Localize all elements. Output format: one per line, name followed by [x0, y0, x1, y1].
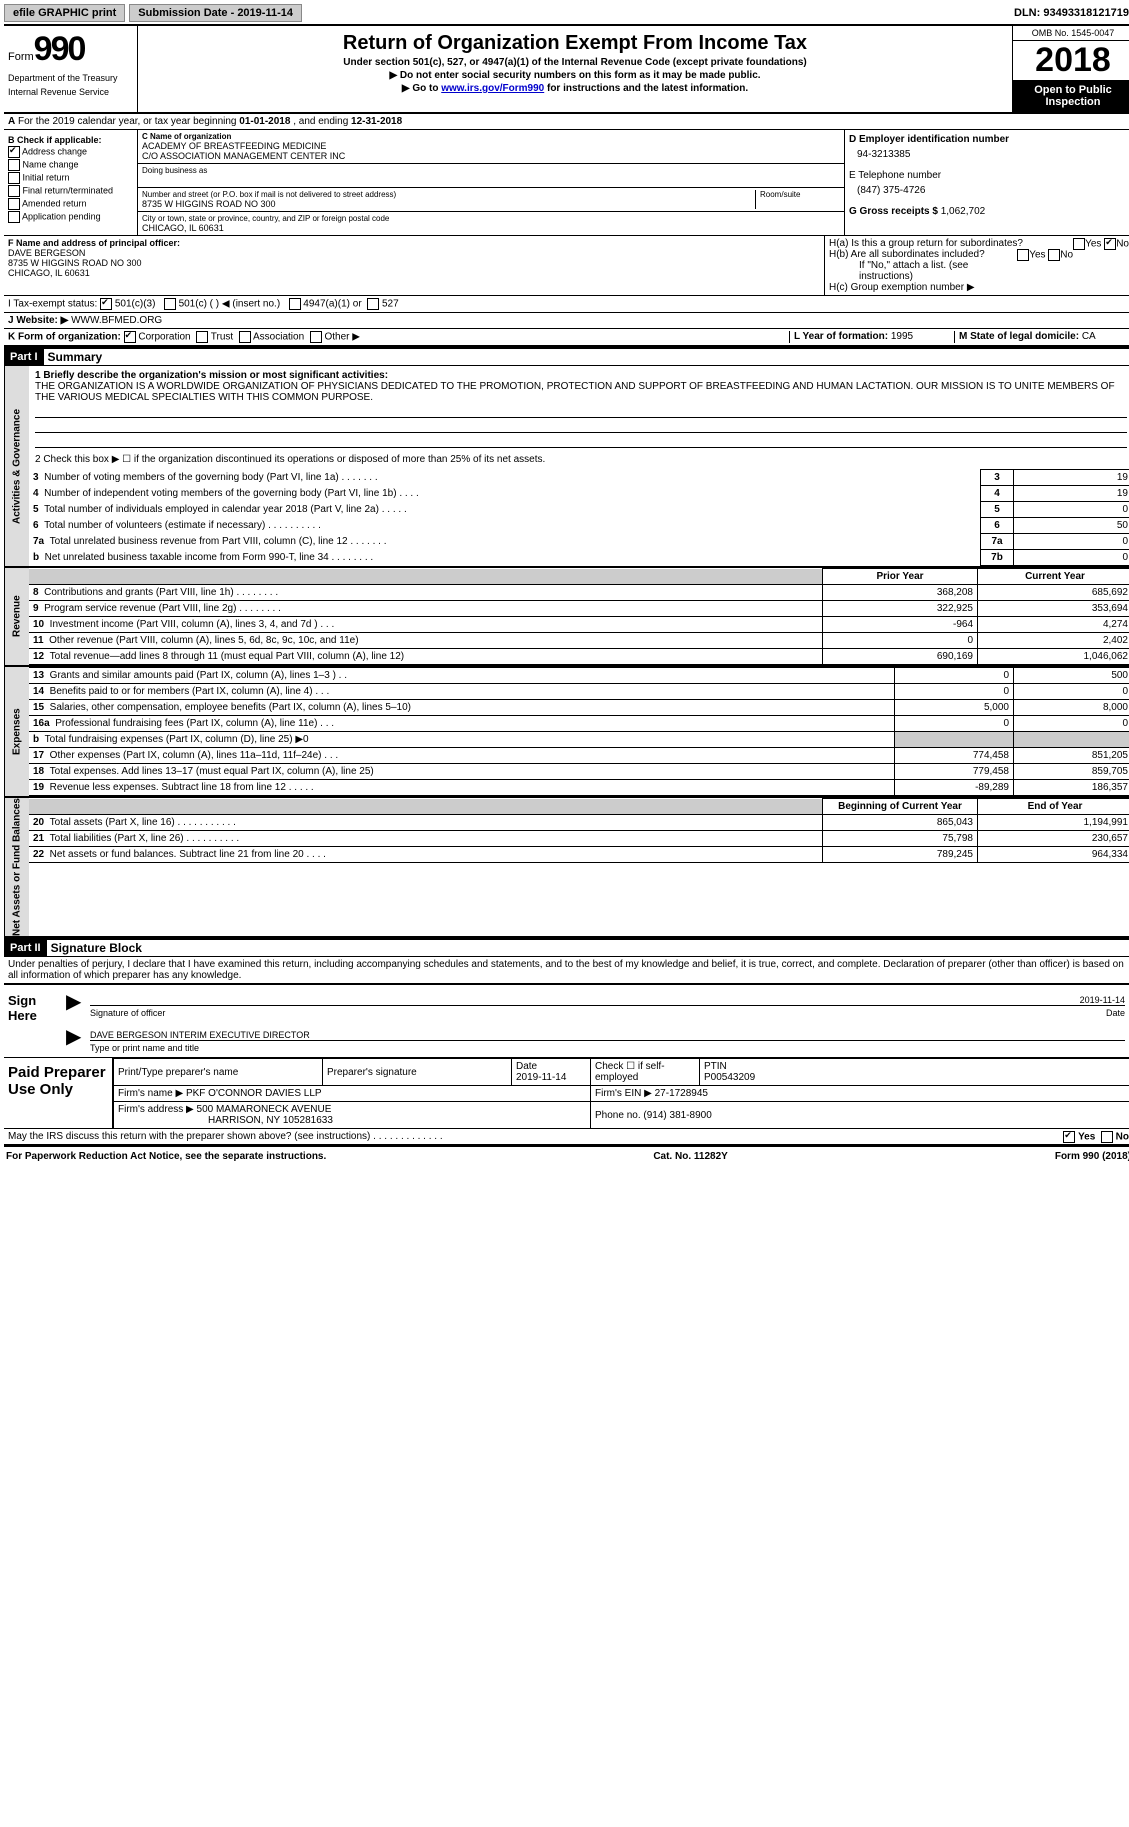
- chk-amended[interactable]: [8, 198, 20, 210]
- form-header: Form990 Department of the Treasury Inter…: [4, 24, 1129, 114]
- dept-treasury: Department of the Treasury: [8, 73, 133, 83]
- officer-printed-name: DAVE BERGESON INTERIM EXECUTIVE DIRECTOR: [90, 1030, 310, 1040]
- org-address: 8735 W HIGGINS ROAD NO 300: [142, 199, 751, 209]
- ein-value: 94-3213385: [857, 149, 1129, 160]
- mission-text: THE ORGANIZATION IS A WORLDWIDE ORGANIZA…: [35, 381, 1127, 403]
- chk-final-return[interactable]: [8, 185, 20, 197]
- discuss-yes[interactable]: [1063, 1131, 1075, 1143]
- line-j: J Website: ▶ WWW.BFMED.ORG: [4, 313, 1129, 329]
- period-line: A For the 2019 calendar year, or tax yea…: [4, 114, 1129, 130]
- omb-number: OMB No. 1545-0047: [1013, 26, 1129, 41]
- chk-trust[interactable]: [196, 331, 208, 343]
- netassets-table: Beginning of Current YearEnd of Year20 T…: [29, 798, 1129, 863]
- part2-header: Part IISignature Block: [4, 938, 1129, 957]
- tab-governance: Activities & Governance: [4, 366, 29, 566]
- discuss-line: May the IRS discuss this return with the…: [4, 1129, 1129, 1146]
- ha-no[interactable]: [1104, 238, 1116, 250]
- top-bar: efile GRAPHIC print Submission Date - 20…: [4, 4, 1129, 22]
- chk-4947[interactable]: [289, 298, 301, 310]
- revenue-table: Prior YearCurrent Year8 Contributions an…: [29, 568, 1129, 665]
- org-city: CHICAGO, IL 60631: [142, 223, 840, 233]
- firm-name: PKF O'CONNOR DAVIES LLP: [186, 1088, 322, 1099]
- chk-app-pending[interactable]: [8, 211, 20, 223]
- part1-header: Part ISummary: [4, 347, 1129, 366]
- block-b: B Check if applicable: Address change Na…: [4, 130, 138, 235]
- submission-button[interactable]: Submission Date - 2019-11-14: [129, 4, 302, 22]
- line-i: I Tax-exempt status: 501(c)(3) 501(c) ( …: [4, 296, 1129, 313]
- ha-yes[interactable]: [1073, 238, 1085, 250]
- note-ssn: ▶ Do not enter social security numbers o…: [146, 70, 1004, 81]
- efile-button[interactable]: efile GRAPHIC print: [4, 4, 125, 22]
- chk-name-change[interactable]: [8, 159, 20, 171]
- website-value: WWW.BFMED.ORG: [71, 315, 162, 326]
- tab-revenue: Revenue: [4, 568, 29, 665]
- dln-text: DLN: 93493318121719: [1014, 7, 1129, 19]
- paid-preparer-label: Paid Preparer Use Only: [4, 1058, 113, 1128]
- org-name-2: C/O ASSOCIATION MANAGEMENT CENTER INC: [142, 151, 840, 161]
- tax-year: 2018: [1013, 41, 1129, 80]
- chk-initial-return[interactable]: [8, 172, 20, 184]
- expenses-table: 13 Grants and similar amounts paid (Part…: [29, 667, 1129, 796]
- irs-link[interactable]: www.irs.gov/Form990: [441, 83, 544, 94]
- hb-yes[interactable]: [1017, 249, 1029, 261]
- sign-here-label: Sign Here: [4, 985, 62, 1057]
- open-public-badge: Open to Public Inspection: [1013, 80, 1129, 112]
- page-footer: For Paperwork Reduction Act Notice, see …: [4, 1146, 1129, 1166]
- chk-corp[interactable]: [124, 331, 136, 343]
- preparer-table: Print/Type preparer's name Preparer's si…: [113, 1058, 1129, 1128]
- gross-receipts: 1,062,702: [941, 206, 986, 217]
- chk-assoc[interactable]: [239, 331, 251, 343]
- officer-name: DAVE BERGESON: [8, 248, 820, 258]
- form-number: 990: [34, 30, 85, 68]
- chk-other[interactable]: [310, 331, 322, 343]
- chk-address-change[interactable]: [8, 146, 20, 158]
- tab-expenses: Expenses: [4, 667, 29, 796]
- discuss-no[interactable]: [1101, 1131, 1113, 1143]
- dept-irs: Internal Revenue Service: [8, 87, 133, 97]
- declaration-text: Under penalties of perjury, I declare th…: [4, 957, 1129, 983]
- phone-value: (847) 375-4726: [857, 185, 1129, 196]
- org-name-1: ACADEMY OF BREASTFEEDING MEDICINE: [142, 141, 840, 151]
- note-goto: ▶ Go to www.irs.gov/Form990 for instruct…: [146, 83, 1004, 94]
- ptin-value: P00543209: [704, 1072, 755, 1083]
- form-word: Form: [8, 51, 34, 63]
- governance-table: 3 Number of voting members of the govern…: [29, 469, 1129, 566]
- chk-501c3[interactable]: [100, 298, 112, 310]
- chk-501c[interactable]: [164, 298, 176, 310]
- tab-netassets: Net Assets or Fund Balances: [4, 798, 29, 936]
- form-title: Return of Organization Exempt From Incom…: [146, 32, 1004, 55]
- line-klm: K Form of organization: Corporation Trus…: [4, 329, 1129, 347]
- hb-no[interactable]: [1048, 249, 1060, 261]
- chk-527[interactable]: [367, 298, 379, 310]
- form-subtitle: Under section 501(c), 527, or 4947(a)(1)…: [146, 57, 1004, 68]
